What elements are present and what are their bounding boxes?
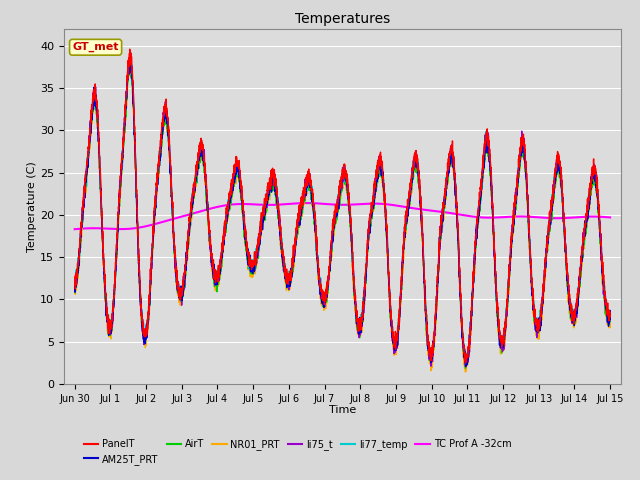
Y-axis label: Temperature (C): Temperature (C) <box>28 161 37 252</box>
X-axis label: Time: Time <box>329 405 356 415</box>
Legend: PanelT, AM25T_PRT, AirT, NR01_PRT, li75_t, li77_temp, TC Prof A -32cm: PanelT, AM25T_PRT, AirT, NR01_PRT, li75_… <box>80 435 515 468</box>
Title: Temperatures: Temperatures <box>295 12 390 26</box>
Text: GT_met: GT_met <box>72 42 119 52</box>
